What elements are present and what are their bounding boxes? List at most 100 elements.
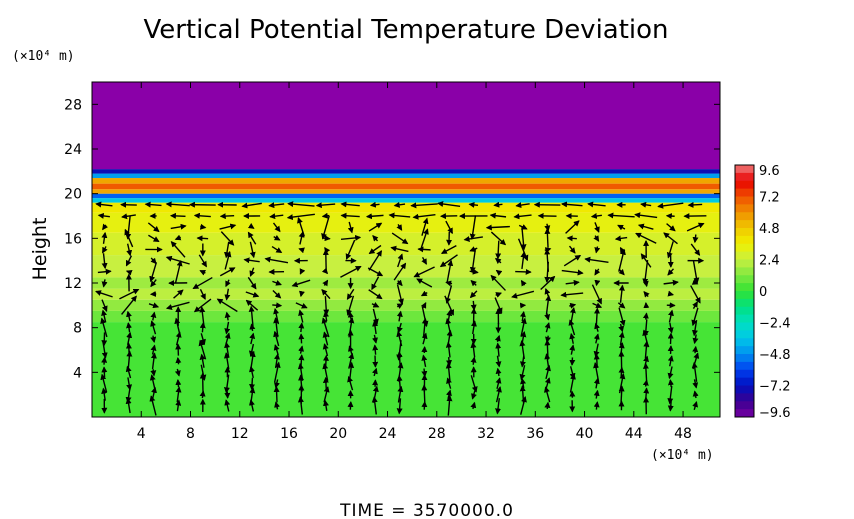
wind-vector-102 (224, 321, 231, 335)
wind-vector-61 (175, 356, 182, 365)
wind-vector-435 (634, 212, 658, 219)
wind-vector-107 (219, 267, 236, 277)
wind-vector-348 (545, 335, 551, 343)
wind-vector-138 (273, 344, 280, 356)
wind-vector-243 (391, 232, 409, 245)
wind-vector-379 (561, 201, 583, 208)
wind-vector-388 (594, 307, 601, 325)
field-band-1 (92, 310, 720, 323)
wind-vector-91 (196, 235, 209, 242)
wind-vector-41 (150, 369, 157, 377)
wind-vector-31 (125, 269, 133, 276)
wind-vector-214 (372, 344, 379, 355)
field-band-14 (92, 173, 720, 179)
wind-vector-32 (125, 255, 133, 267)
colorbar-swatch-10 (735, 243, 754, 253)
wind-vector-137 (274, 353, 280, 369)
colorbar-swatch-27 (735, 377, 754, 386)
wind-vector-132 (241, 202, 262, 209)
wind-vector-320 (485, 224, 510, 231)
colorbar-label-1: 7.2 (759, 191, 780, 206)
wind-vector-471 (692, 234, 699, 244)
colorbar-label-6: −4.8 (759, 348, 791, 363)
wind-vector-122 (248, 305, 255, 327)
wind-vector-444 (667, 322, 674, 334)
wind-vector-33 (126, 243, 133, 257)
wind-vector-289 (470, 356, 477, 365)
y-tick-label-5: 24 (64, 142, 82, 158)
wind-vector-3 (101, 366, 108, 378)
wind-vector-178 (321, 317, 330, 338)
wind-vector-375 (568, 245, 576, 254)
y-axis: 4 8 12 16 20 24 28 (64, 97, 720, 381)
wind-vector-246 (393, 201, 406, 208)
wind-vector-59 (175, 378, 182, 388)
wind-vector-333 (511, 290, 535, 299)
wind-vector-69 (174, 260, 183, 283)
wind-vector-154 (298, 374, 305, 392)
wind-vector-356 (544, 247, 552, 253)
wind-vector-160 (298, 309, 304, 323)
wind-vector-389 (592, 302, 603, 308)
x-axis: 4 8 12 16 20 24 28 32 36 40 44 48 (137, 82, 692, 442)
wind-vector-401 (618, 372, 626, 394)
time-label: TIME = 3570000.0 (339, 501, 514, 519)
colorbar-swatch-30 (735, 401, 754, 410)
wind-vector-319 (490, 231, 507, 246)
wind-vector-330 (520, 317, 527, 337)
wind-vector-373 (561, 269, 584, 276)
wind-vector-267 (446, 389, 452, 399)
y-axis-unit: (×10⁴ m) (12, 49, 75, 64)
y-tick-label-3: 16 (64, 231, 82, 247)
wind-vector-11 (101, 279, 108, 288)
wind-vector-156 (298, 354, 305, 368)
wind-vector-133 (274, 401, 280, 410)
wind-vector-240 (393, 262, 407, 281)
wind-vector-175 (322, 354, 329, 367)
wind-vector-455 (657, 202, 684, 209)
wind-vector-449 (667, 268, 675, 276)
wind-vector-255 (421, 306, 429, 328)
wind-vector-314 (495, 292, 502, 298)
wind-vector-110 (220, 231, 235, 246)
colorbar-swatch-21 (735, 330, 754, 339)
chart-title: Vertical Potential Temperature Deviation (143, 15, 668, 45)
wind-vector-123 (245, 299, 259, 311)
wind-vector-242 (390, 245, 409, 253)
wind-vector-124 (245, 291, 260, 298)
wind-vector-409 (618, 284, 625, 303)
wind-vector-369 (569, 306, 576, 326)
wind-vector-296 (470, 279, 477, 287)
wind-vector-210 (372, 385, 379, 403)
wind-vector-220 (371, 276, 380, 291)
wind-vector-54 (147, 222, 160, 233)
wind-vector-453 (666, 223, 676, 232)
wind-vector-136 (273, 361, 281, 383)
wind-vector-439 (667, 379, 674, 388)
wind-vector-261 (417, 246, 431, 253)
x-tick-label-1: 8 (186, 426, 195, 442)
wind-vector-53 (148, 234, 160, 243)
wind-vector-258 (416, 278, 433, 288)
wind-vector-28 (121, 295, 137, 315)
wind-vector-468 (692, 260, 700, 284)
wind-vector-139 (273, 330, 280, 347)
wind-vector-89 (198, 254, 207, 268)
wind-vector-7 (100, 317, 108, 338)
wind-vector-64 (174, 317, 181, 337)
wind-vector-470 (690, 243, 701, 256)
wind-vector-161 (295, 302, 308, 309)
y-tick-label-0: 4 (73, 365, 82, 381)
wind-vector-29 (119, 288, 140, 300)
wind-vector-104 (216, 298, 238, 313)
colorbar-swatch-1 (735, 172, 754, 182)
wind-vector-284 (437, 201, 461, 208)
wind-vector-116 (249, 377, 256, 391)
wind-vector-223 (368, 244, 382, 255)
wind-vector-135 (273, 379, 280, 389)
wind-vector-12 (97, 268, 112, 275)
y-tick-label-2: 12 (64, 276, 82, 292)
wind-vector-352 (544, 288, 551, 300)
wind-vector-304 (495, 398, 501, 415)
wind-vector-151 (268, 202, 285, 209)
